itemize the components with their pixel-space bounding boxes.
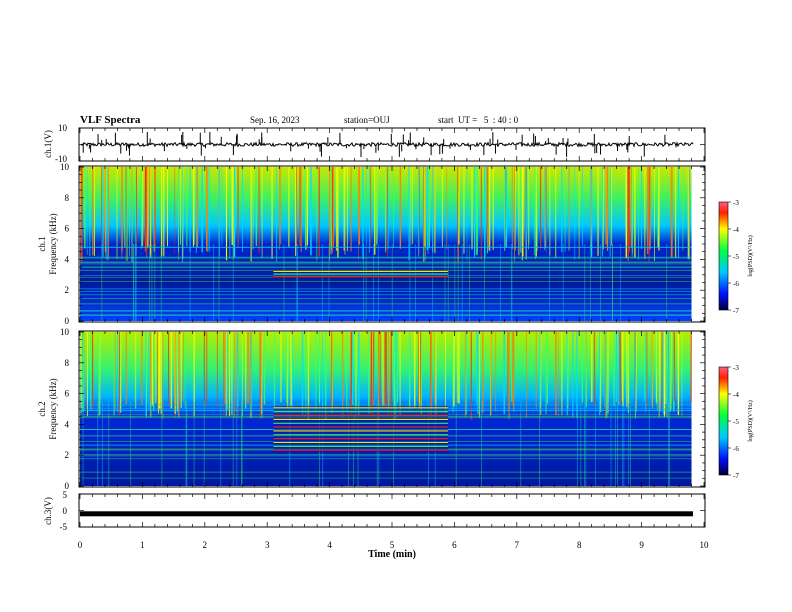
sp1-ytick-label-10: 10 [60,162,70,172]
x-tick-label-9: 9 [639,540,644,550]
ch1-spec-ylabel-a: ch.1 [37,236,47,251]
station-label: station=OUJ [344,115,390,125]
ch3-waveform-trace [80,511,693,517]
colorbar-ch2-gradient [718,366,729,476]
x-tick-label-3: 3 [265,540,270,550]
date-label: Sep. 16, 2023 [250,115,300,125]
ch1-waveform-trace [80,141,694,149]
sp1-ytick-label-6: 6 [65,224,70,234]
sp1-no-data-region [691,167,694,321]
ch3-ytick-top: 5 [63,490,68,500]
cb2-ticks-tick-label--5: -5 [733,418,739,426]
cb1-ticks-tick-label--4: -4 [733,226,739,234]
x-tick-label-5: 5 [390,540,395,550]
sp2-ytick-label-4: 4 [65,419,70,429]
cb1-ticks-tick-label--5: -5 [733,253,739,261]
colorbar-ch1: -3 -4 -5 -6 -7 log(PSD)(V²/Hz) [718,199,754,315]
ch3-ytick-bottom: -5 [60,522,68,532]
sp2-ytick-label-10: 10 [60,327,70,337]
x-tick-label-0: 0 [78,540,83,550]
x-tick-label-10: 10 [700,540,710,550]
ch2-spec-ylabel-a: ch.2 [37,401,47,416]
sp2-ytick-label-8: 8 [65,358,70,368]
chart-title: VLF Spectra [80,114,141,126]
x-tick-label-8: 8 [577,540,582,550]
ch1-spec-ylabel-b: Frequency (kHz) [48,213,58,274]
cb2-ticks-tick-label--6: -6 [733,445,739,453]
x-tick-label-1: 1 [140,540,145,550]
panel-ch2-spectrogram: 0 2 4 6 8 10 ch.2 Frequency (kHz) [37,327,706,491]
panel-ch1-spectrogram: 0 2 4 6 8 10 ch.1 Frequency (kHz) [37,162,706,326]
cb2-ticks-tick-label--3: -3 [733,364,739,372]
cb1-ticks-tick-label--7: -7 [733,307,739,315]
x-tick-label-2: 2 [203,540,208,550]
x-tick-label-7: 7 [515,540,520,550]
ch1-ylabel: ch.1(V) [43,130,53,158]
panel-ch3-waveform: 5 0 -5 ch.3(V) [43,490,706,532]
x-tick-labels: 0 1 2 3 4 5 6 7 8 9 10 [78,540,709,550]
x-tick-marks [79,128,705,527]
cb1-ticks-tick-label--6: -6 [733,280,739,288]
x-axis-label: Time (min) [368,549,416,560]
cb2-ticks-tick-label--4: -4 [733,391,739,399]
sp2-no-data-region [691,332,694,486]
x-tick-label-6: 6 [452,540,457,550]
ch3-ylabel: ch.3(V) [43,497,53,525]
ch2-spec-ylabel-b: Frequency (kHz) [48,378,58,439]
ch1-ytick-top: 10 [58,123,68,133]
cb2-ticks-tick-label--7: -7 [733,472,739,480]
sp2-event-region [273,405,449,453]
sp2-ytick-label-6: 6 [65,389,70,399]
start-ut-label: start UT = 5 : 40 : 0 [438,115,519,125]
colorbar-ch2-label: log(PSD)(V²/Hz) [747,400,754,441]
colorbar-ch1-label: log(PSD)(V²/Hz) [747,235,754,276]
ch1-ytick-bottom: -10 [55,154,67,164]
panel-ch1-waveform: 10 -10 ch.1(V) [43,123,706,164]
sp1-ytick-label-4: 4 [65,254,70,264]
sp2-ytick-label-2: 2 [65,450,70,460]
x-tick-label-4: 4 [327,540,332,550]
sp1-ytick-label-0: 0 [65,316,70,326]
colorbar-ch1-gradient [718,201,729,311]
sp1-ytick-label-8: 8 [65,193,70,203]
sp2-ytick-label-0: 0 [65,481,70,491]
ch3-ytick-mid: 0 [63,506,68,516]
colorbar-ch2: -3 -4 -5 -6 -7 log(PSD)(V²/Hz) [718,364,754,480]
cb1-ticks-tick-label--3: -3 [733,199,739,207]
sp1-ytick-label-2: 2 [65,285,70,295]
